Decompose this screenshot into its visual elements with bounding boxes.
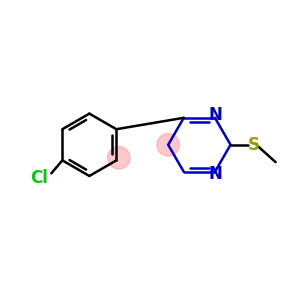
Text: N: N bbox=[208, 106, 222, 124]
Circle shape bbox=[157, 134, 179, 156]
Text: Cl: Cl bbox=[30, 169, 48, 187]
Text: N: N bbox=[208, 165, 222, 183]
Circle shape bbox=[108, 146, 130, 169]
Text: S: S bbox=[248, 136, 260, 154]
